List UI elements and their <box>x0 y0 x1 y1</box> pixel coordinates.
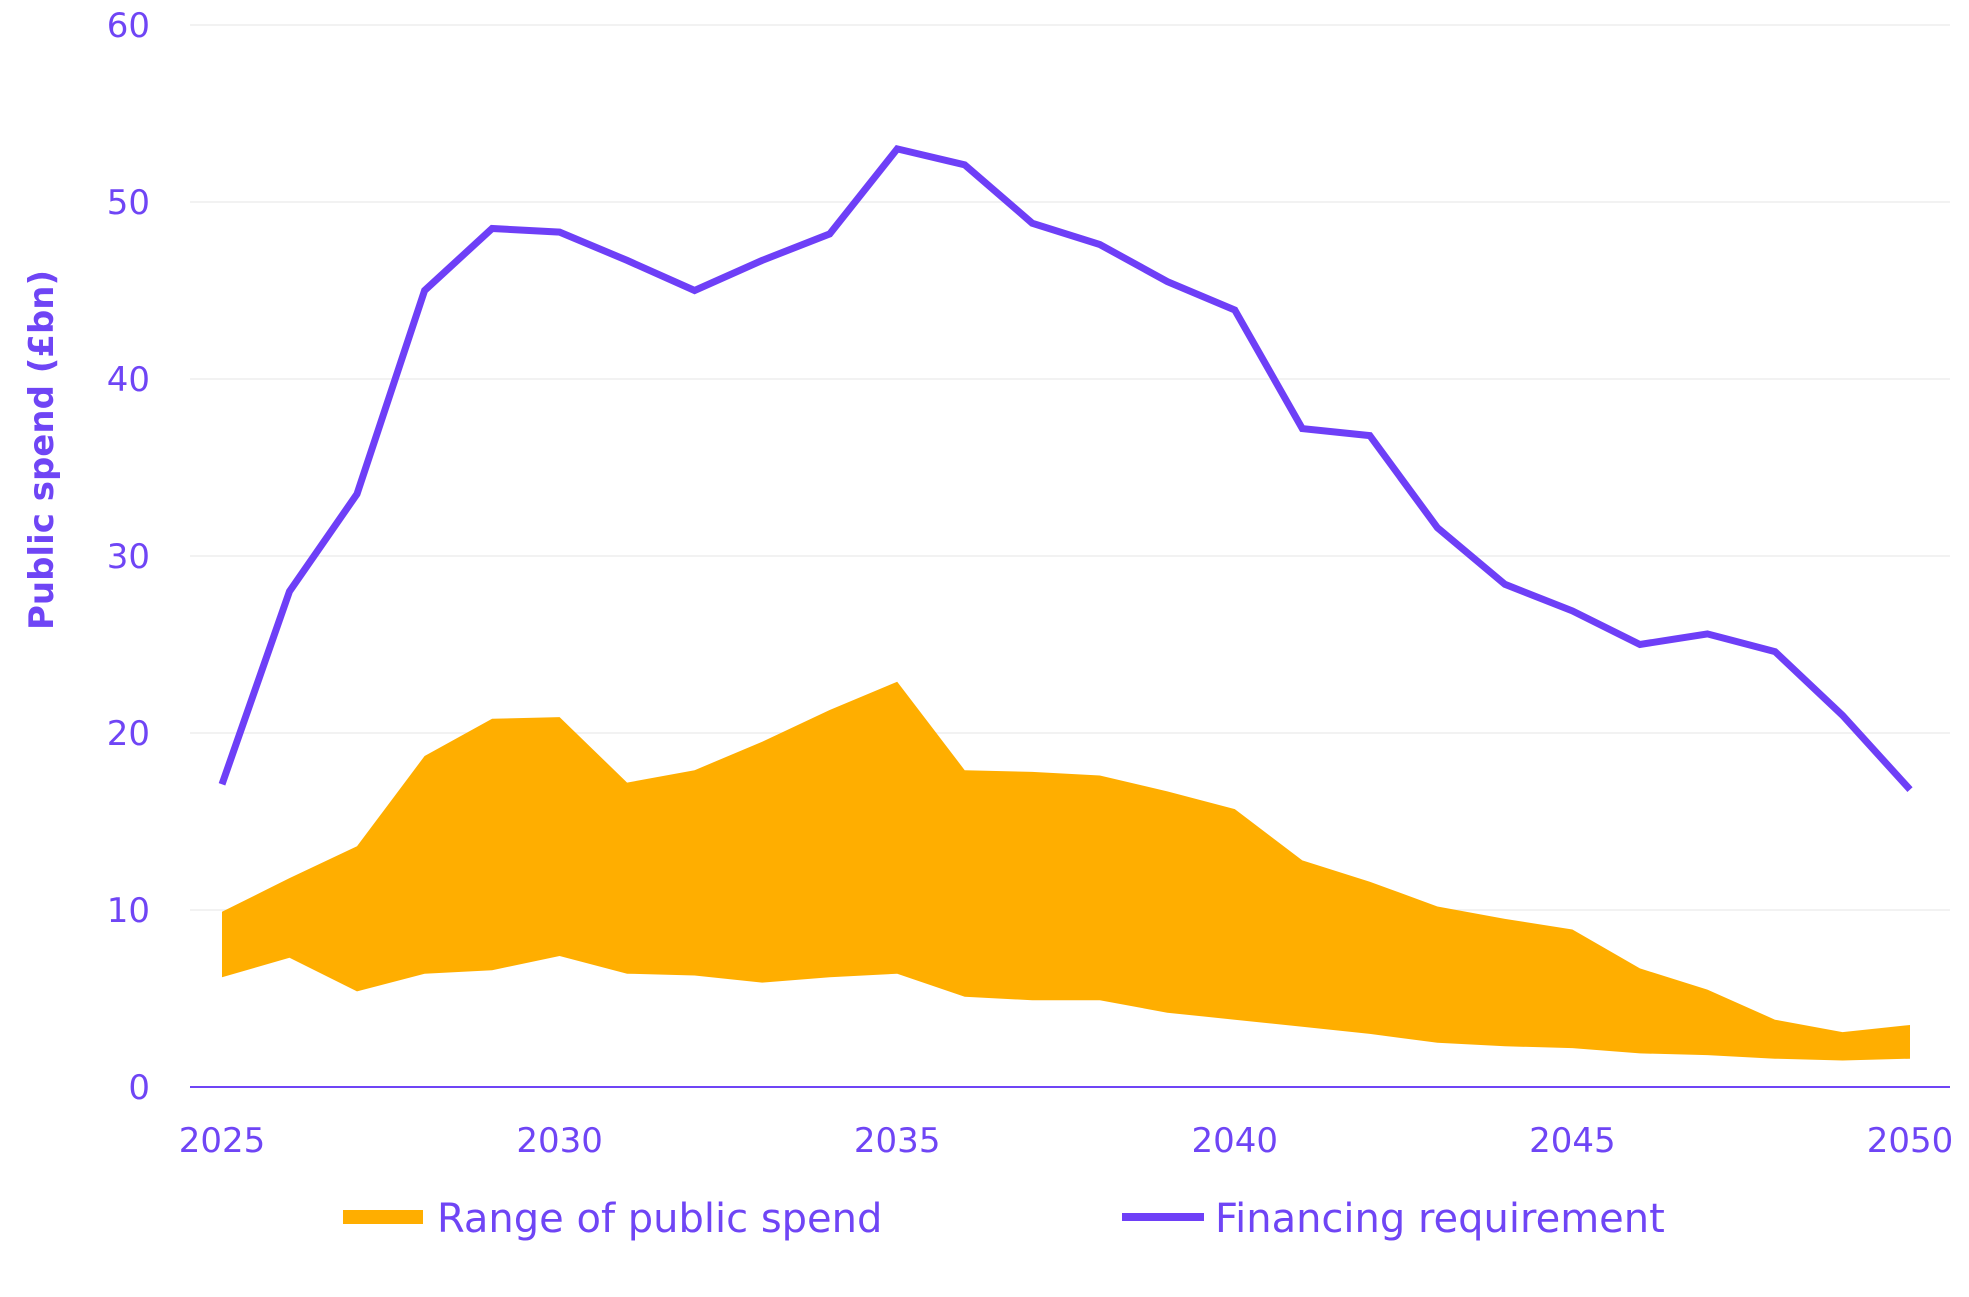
y-tick-label-60: 60 <box>107 6 150 46</box>
y-tick-label-10: 10 <box>107 891 150 931</box>
series-financing-requirement <box>218 144 1913 792</box>
legend-label-range: Range of public spend <box>437 1196 882 1242</box>
financing-line-layer <box>218 144 1913 792</box>
y-tick-label-40: 40 <box>107 360 150 400</box>
x-tick-labels: 2025 2030 2035 2040 2045 2050 <box>179 1121 1954 1161</box>
y-tick-label-0: 0 <box>128 1068 150 1108</box>
y-tick-label-30: 30 <box>107 537 150 577</box>
y-tick-label-50: 50 <box>107 183 150 223</box>
x-tick-label-2050: 2050 <box>1867 1121 1954 1161</box>
x-tick-label-2035: 2035 <box>854 1121 941 1161</box>
y-tick-label-20: 20 <box>107 714 150 754</box>
legend: Range of public spend Financing requirem… <box>343 1196 1665 1242</box>
legend-swatch-financing-line <box>1122 1213 1204 1221</box>
y-axis-title: Public spend (£bn) <box>22 270 62 630</box>
spend-range-area-layer <box>222 681 1910 1061</box>
legend-label-financing: Financing requirement <box>1215 1196 1665 1242</box>
x-tick-label-2025: 2025 <box>179 1121 266 1161</box>
x-tick-label-2030: 2030 <box>516 1121 603 1161</box>
legend-swatch-range-area <box>343 1210 423 1224</box>
y-tick-labels: 0 10 20 30 40 50 60 <box>107 6 150 1108</box>
series-range-of-public-spend <box>222 681 1910 1061</box>
x-tick-label-2040: 2040 <box>1192 1121 1279 1161</box>
x-tick-label-2045: 2045 <box>1529 1121 1616 1161</box>
